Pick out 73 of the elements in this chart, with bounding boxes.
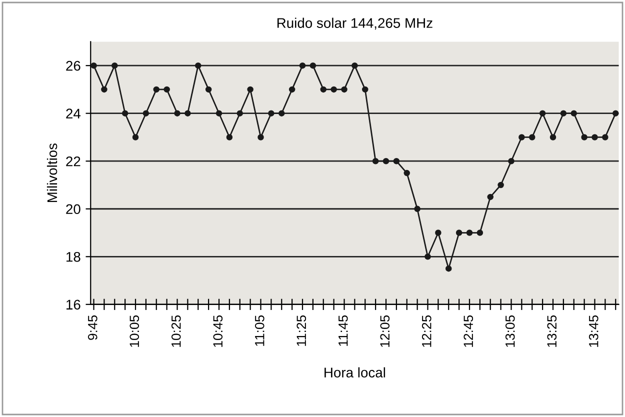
- point: [112, 62, 118, 69]
- y-tick-label: 16: [66, 300, 80, 310]
- x-tick-label: 11:25: [296, 315, 306, 346]
- y-tick-label: 24: [66, 108, 80, 118]
- point: [424, 254, 431, 260]
- x-tick-label: 12:45: [464, 315, 474, 347]
- point: [299, 62, 306, 69]
- x-tick-label: 12:25: [422, 315, 432, 347]
- point: [205, 86, 212, 93]
- point: [435, 230, 442, 236]
- point: [258, 134, 264, 140]
- point: [508, 158, 514, 164]
- y-axis-title: Milivoltios: [46, 143, 58, 202]
- point: [101, 86, 108, 93]
- point: [195, 62, 202, 69]
- y-tick-label: 22: [66, 156, 80, 166]
- point: [393, 158, 400, 164]
- point: [372, 158, 379, 164]
- point: [236, 110, 244, 116]
- point: [122, 110, 128, 116]
- point: [560, 110, 567, 116]
- point: [528, 134, 536, 140]
- point: [414, 206, 420, 212]
- point: [592, 134, 598, 140]
- point: [518, 134, 525, 140]
- x-tick-label: 12:05: [380, 315, 390, 347]
- point: [581, 134, 588, 140]
- chart-title: Ruido solar 144,265 MHz: [277, 18, 432, 30]
- point: [539, 110, 546, 116]
- point: [570, 110, 577, 116]
- point: [153, 86, 160, 93]
- point: [445, 265, 452, 272]
- point: [174, 110, 180, 116]
- point: [330, 86, 337, 93]
- x-tick-label: 11:45: [338, 315, 348, 346]
- x-tick-label: 13:25: [547, 315, 557, 347]
- point: [164, 86, 170, 93]
- point: [352, 62, 358, 69]
- point: [341, 86, 348, 93]
- point: [382, 158, 390, 164]
- x-tick-label: 10:25: [171, 315, 181, 347]
- point: [310, 62, 316, 69]
- x-tick-label: 10:05: [130, 315, 140, 347]
- point: [278, 110, 285, 116]
- x-tick-label: 13:45: [588, 315, 598, 347]
- y-tick-label: 26: [66, 60, 80, 71]
- point: [132, 134, 139, 140]
- point: [216, 110, 222, 116]
- point: [466, 230, 473, 236]
- x-tick-label: 13:05: [505, 315, 515, 347]
- point: [288, 86, 296, 93]
- x-tick-label: 11:05: [254, 315, 264, 346]
- point: [456, 230, 462, 236]
- x-tick-label: 10:45: [213, 315, 223, 347]
- y-tick-label: 18: [66, 252, 80, 262]
- point: [550, 134, 556, 140]
- point: [362, 86, 368, 93]
- point: [142, 110, 150, 116]
- x-tick-label: 9:45: [88, 315, 98, 340]
- point: [404, 170, 410, 176]
- point: [226, 134, 233, 140]
- x-axis-title: Hora local: [324, 367, 386, 378]
- y-tick-label: 20: [66, 204, 80, 214]
- point: [320, 86, 326, 93]
- point: [612, 110, 619, 116]
- point: [487, 194, 494, 200]
- point: [90, 62, 97, 69]
- point: [268, 110, 274, 116]
- point: [476, 230, 484, 236]
- point: [184, 110, 191, 116]
- point: [247, 86, 254, 93]
- point: [602, 134, 608, 140]
- point: [498, 182, 504, 188]
